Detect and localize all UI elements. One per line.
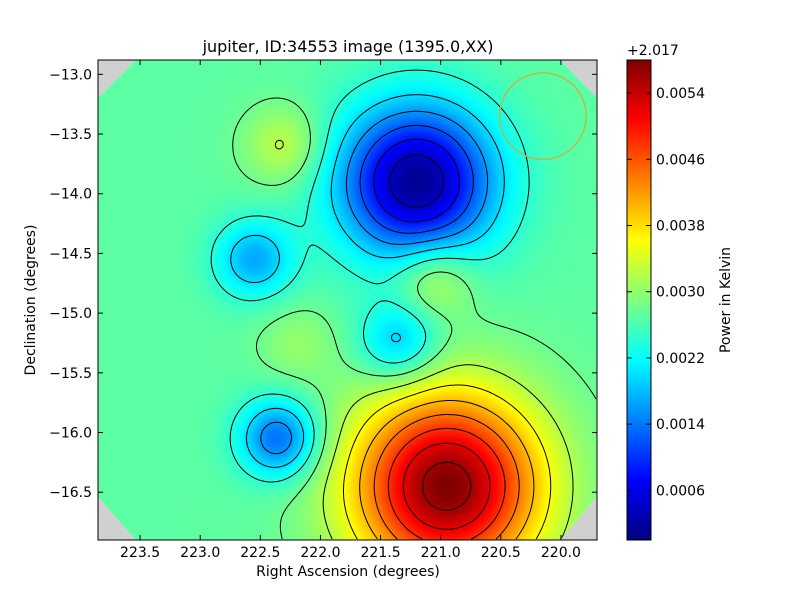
- y-tick-label: −13.0: [49, 67, 92, 83]
- colorbar-offset-label: +2.017: [627, 43, 679, 59]
- contour-line: [402, 442, 491, 530]
- contour-line: [373, 138, 460, 223]
- contour-line: [210, 69, 530, 483]
- y-tick-label: −16.0: [49, 426, 92, 442]
- x-axis: 223.5 223.0 222.5 222.0 221.5 221.0 220.5 220.0: [120, 60, 581, 561]
- contour-line: [387, 427, 506, 540]
- colorbar-tick-label: 0.0014: [656, 417, 705, 433]
- contour-line: [389, 154, 444, 208]
- x-tick-label: 221.5: [361, 545, 401, 561]
- y-tick-label: −15.0: [49, 306, 92, 322]
- contour-line: [359, 400, 535, 540]
- y-tick-label: −16.5: [49, 485, 92, 501]
- beam-circle: [498, 72, 587, 161]
- y-tick-label: −14.5: [49, 246, 92, 262]
- y-axis-label: Declination (degrees): [23, 225, 39, 376]
- y-tick-label: −15.5: [49, 366, 92, 382]
- colorbar-tick-label: 0.0046: [656, 152, 705, 168]
- y-axis: −13.0 −13.5 −14.0 −14.5 −15.0 −15.5 −16.0 −16.5: [49, 67, 597, 501]
- colorbar-label: Power in Kelvin: [718, 247, 734, 353]
- colorbar-ticks: 0.0006 0.0014 0.0022 0.0030 0.0038 0.0046 0.00…: [627, 86, 705, 499]
- chart-title: jupiter, ID:34553 image (1395.0,XX): [202, 37, 494, 56]
- x-tick-label: 220.0: [541, 545, 581, 561]
- contour-line: [343, 384, 552, 540]
- contour-line: [230, 94, 505, 468]
- y-tick-label: −13.5: [49, 127, 92, 143]
- x-tick-label: 221.0: [421, 545, 461, 561]
- contour-line: [359, 124, 474, 234]
- y-tick-label: −14.0: [49, 187, 92, 203]
- x-tick-label: 220.5: [481, 545, 521, 561]
- colorbar-tick-label: 0.0038: [656, 219, 705, 235]
- x-tick-label: 222.0: [300, 545, 340, 561]
- colorbar-tick-label: 0.0022: [656, 351, 705, 367]
- contour-line: [422, 461, 472, 511]
- colorbar-tick-label: 0.0006: [656, 483, 705, 499]
- x-tick-label: 223.5: [120, 545, 160, 561]
- x-axis-label: Right Ascension (degrees): [256, 564, 440, 580]
- contour-lines: [210, 69, 597, 540]
- contour-line: [260, 110, 489, 455]
- contour-line: [274, 139, 574, 540]
- colorbar-tick-label: 0.0030: [656, 285, 705, 301]
- x-tick-label: 222.5: [240, 545, 280, 561]
- colorbar-tick-label: 0.0054: [656, 86, 705, 102]
- colorbar: [626, 59, 652, 541]
- contour-line: [373, 414, 520, 540]
- contour-line: [232, 97, 597, 540]
- plot-frame: [97, 59, 598, 541]
- x-tick-label: 223.0: [180, 545, 220, 561]
